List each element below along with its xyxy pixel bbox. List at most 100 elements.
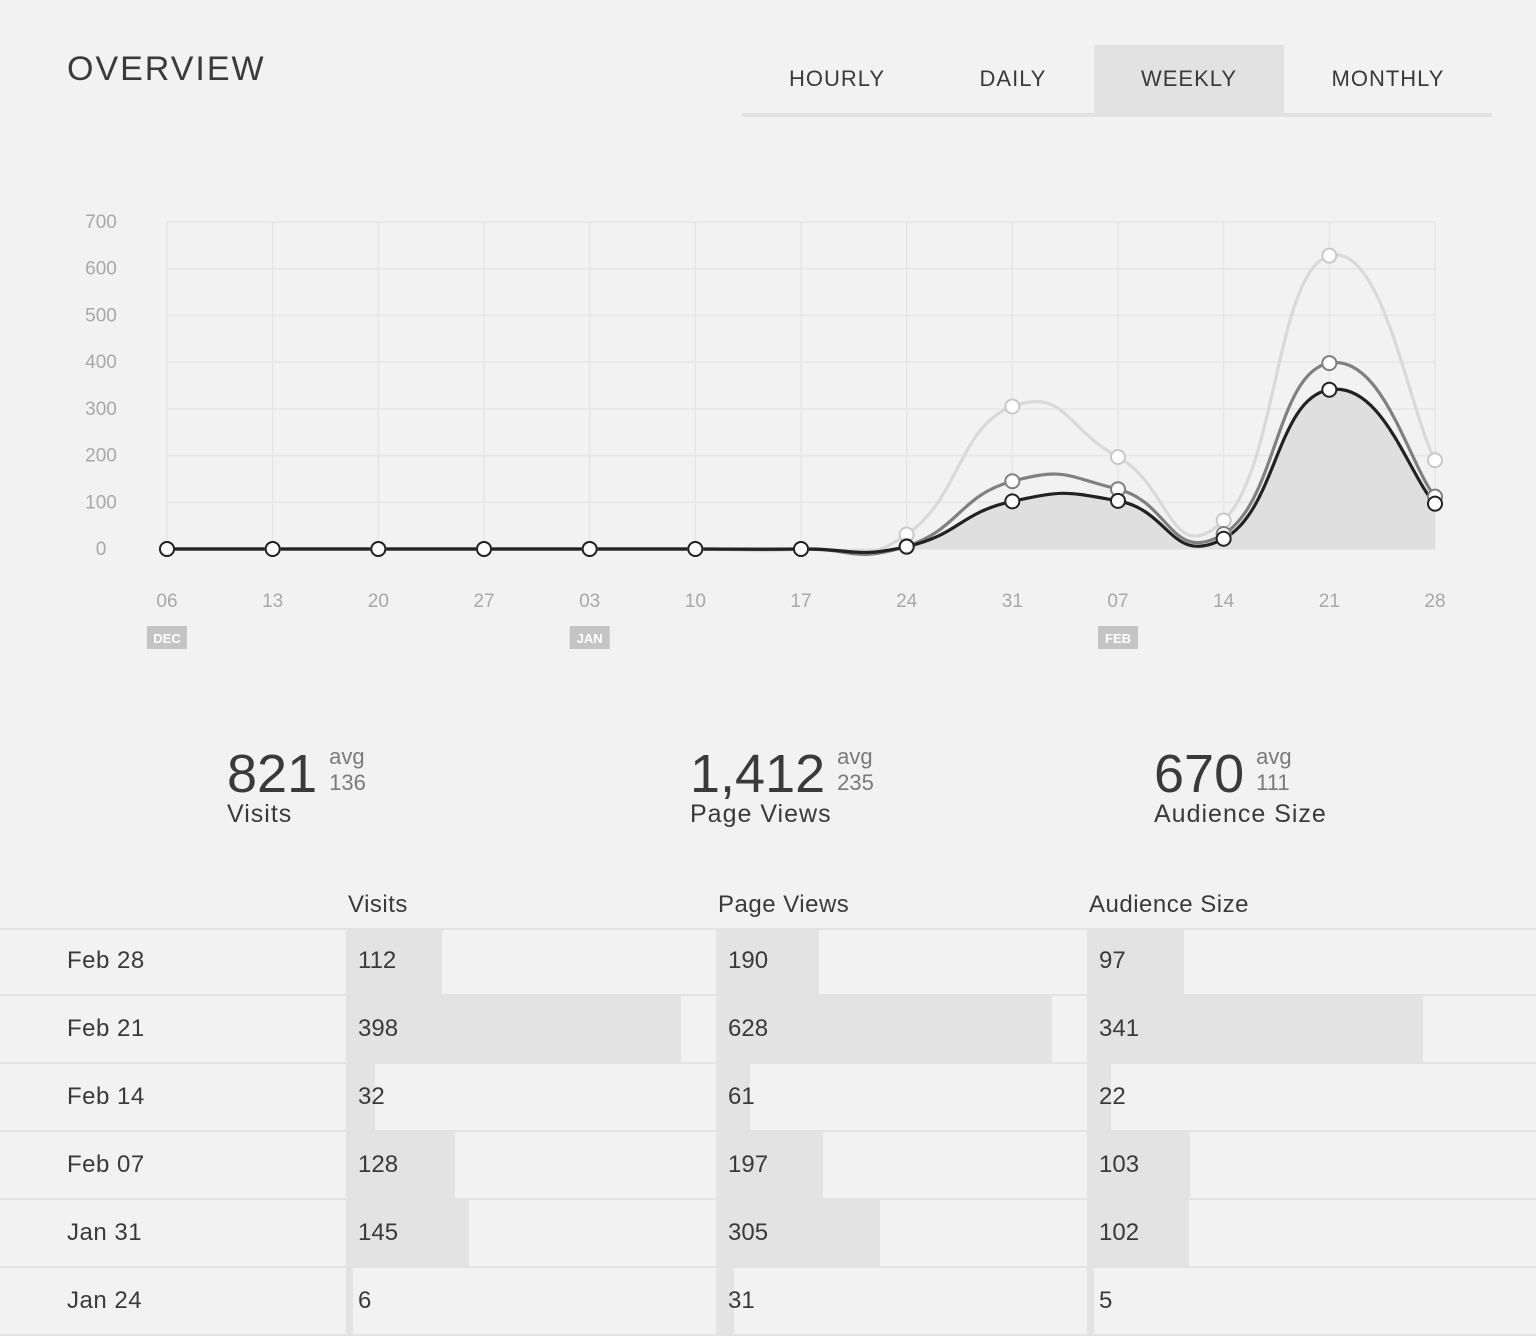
y-tick-label: 200: [85, 446, 117, 467]
series-area: [167, 389, 1435, 553]
tab-daily[interactable]: DAILY: [979, 66, 1047, 91]
stat-label: Page Views: [690, 800, 832, 828]
tab-weekly[interactable]: WEEKLY: [1094, 45, 1284, 113]
cell-value: 5: [1099, 1287, 1113, 1314]
cell-value: 305: [728, 1219, 769, 1246]
data-point: [1004, 493, 1021, 510]
cell-page-views: 628: [716, 996, 1088, 1062]
stat-page-views: 1,412 avg 235 Page Views: [690, 742, 874, 828]
data-point: [159, 541, 175, 557]
x-tick-label: 27: [473, 591, 494, 612]
data-point: [264, 541, 281, 557]
data-point: [1110, 492, 1126, 509]
cell-value: 102: [1099, 1219, 1140, 1246]
y-tick-label: 700: [85, 212, 117, 233]
cell-value: 628: [728, 1015, 769, 1042]
y-tick-label: 500: [85, 305, 117, 326]
data-point: [581, 541, 598, 557]
stat-avg: avg 136: [329, 744, 366, 796]
tab-monthly[interactable]: MONTHLY: [1331, 66, 1445, 91]
value-bar: [348, 1132, 455, 1198]
stat-visits: 821 avg 136 Visits: [227, 742, 366, 828]
cell-value: 398: [358, 1015, 399, 1042]
value-bar: [1089, 1268, 1094, 1334]
x-tick-label: 03: [579, 591, 600, 612]
x-tick-label: 20: [368, 591, 389, 612]
data-point: [1004, 473, 1021, 490]
x-tick-label: 06: [156, 591, 177, 612]
cell-value: 61: [728, 1083, 755, 1110]
x-tick-label: 10: [685, 591, 706, 612]
data-point: [1427, 495, 1443, 512]
value-bar: [348, 1200, 469, 1266]
stat-audience-size: 670 avg 111 Audience Size: [1154, 742, 1326, 828]
overview-chart: 0 100 200 300 400 500 600 700 06 13 20 27 03 10 17 24 31…: [85, 212, 1446, 649]
column-header-audience-size[interactable]: Audience Size: [1089, 891, 1249, 918]
cell-page-views: 190: [716, 928, 1088, 994]
value-bar: [1089, 996, 1423, 1062]
x-tick-label: 13: [262, 591, 283, 612]
y-tick-label: 100: [85, 492, 117, 513]
data-point: [898, 538, 915, 555]
value-bar: [718, 1064, 750, 1130]
value-bar: [718, 996, 1052, 1062]
stat-value: 670: [1154, 744, 1245, 804]
x-tick-label: 21: [1319, 591, 1340, 612]
cell-visits: 398: [346, 996, 718, 1062]
table-row[interactable]: Feb 21 398 628 341: [0, 996, 1536, 1064]
y-tick-label: 400: [85, 352, 117, 373]
data-point: [687, 541, 704, 557]
cell-value: 6: [358, 1287, 372, 1314]
cell-audience: 102: [1087, 1200, 1536, 1266]
value-bar: [1089, 928, 1184, 994]
value-bar: [348, 1064, 375, 1130]
stat-label: Audience Size: [1154, 800, 1327, 828]
table-row[interactable]: Feb 14 32 61 22: [0, 1064, 1536, 1132]
row-date: Jan 31: [67, 1219, 143, 1246]
cell-value: 112: [358, 947, 397, 974]
stat-label: Visits: [227, 800, 293, 828]
avg-label: avg: [837, 744, 873, 769]
x-tick-label: 07: [1107, 591, 1128, 612]
column-header-visits[interactable]: Visits: [348, 891, 408, 918]
x-tick-label: 31: [1002, 591, 1023, 612]
month-marker-label: FEB: [1105, 631, 1131, 646]
table-row[interactable]: Jan 31 145 305 102: [0, 1200, 1536, 1268]
cell-page-views: 197: [716, 1132, 1088, 1198]
avg-value: 111: [1256, 770, 1290, 795]
stat-avg: avg 111: [1256, 744, 1291, 796]
row-date: Feb 07: [67, 1151, 145, 1178]
data-point: [476, 541, 492, 557]
page-title: OVERVIEW: [67, 50, 266, 88]
value-bar: [718, 1132, 823, 1198]
table-row[interactable]: Feb 07 128 197 103: [0, 1132, 1536, 1200]
value-bar: [718, 1200, 880, 1266]
cell-page-views: 31: [716, 1268, 1088, 1334]
month-marker: [147, 626, 187, 649]
table-header: Visits Page Views Audience Size: [0, 888, 1536, 930]
cell-visits: 145: [346, 1200, 718, 1266]
data-point: [1215, 530, 1232, 547]
column-header-page-views[interactable]: Page Views: [718, 891, 850, 918]
cell-value: 128: [358, 1151, 399, 1178]
cell-audience: 97: [1087, 928, 1536, 994]
month-marker-label: JAN: [577, 631, 603, 646]
table-row[interactable]: Jan 24 6 31 5: [0, 1268, 1536, 1336]
avg-value: 136: [329, 770, 366, 795]
avg-label: avg: [1256, 744, 1292, 769]
cell-page-views: 61: [716, 1064, 1088, 1130]
value-bar: [1089, 1200, 1189, 1266]
y-tick-label: 0: [96, 539, 107, 560]
cell-value: 97: [1099, 947, 1126, 974]
data-point: [793, 541, 809, 557]
cell-audience: 5: [1087, 1268, 1536, 1334]
x-tick-label: 14: [1213, 591, 1235, 612]
tab-hourly[interactable]: HOURLY: [788, 66, 886, 91]
table-row[interactable]: Feb 28 112 190 97: [0, 928, 1536, 996]
data-point: [370, 541, 387, 557]
cell-value: 145: [358, 1219, 399, 1246]
value-bar: [1089, 1132, 1190, 1198]
value-bar: [718, 928, 819, 994]
data-point: [1110, 448, 1126, 465]
data-point: [1004, 398, 1021, 415]
